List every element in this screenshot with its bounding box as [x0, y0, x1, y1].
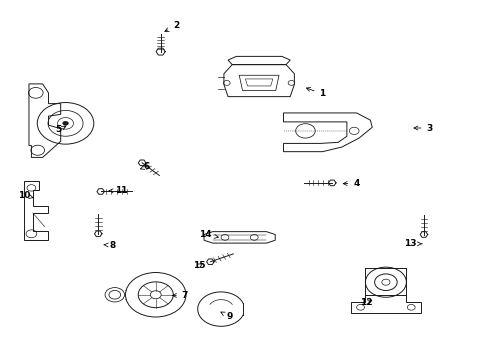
Circle shape [62, 121, 68, 125]
Text: 6: 6 [140, 162, 150, 171]
Text: 2: 2 [164, 21, 179, 31]
Text: 14: 14 [199, 230, 218, 239]
Text: 7: 7 [172, 291, 188, 300]
Text: 11: 11 [109, 186, 127, 195]
Text: 15: 15 [193, 261, 205, 270]
Text: 13: 13 [403, 239, 421, 248]
Text: 9: 9 [221, 312, 233, 321]
Text: 3: 3 [413, 123, 432, 132]
Text: 4: 4 [343, 179, 359, 188]
Text: 8: 8 [104, 241, 116, 250]
Text: 1: 1 [306, 87, 325, 98]
Text: 12: 12 [360, 298, 372, 307]
Text: 5: 5 [55, 125, 65, 134]
Text: 10: 10 [18, 190, 33, 199]
